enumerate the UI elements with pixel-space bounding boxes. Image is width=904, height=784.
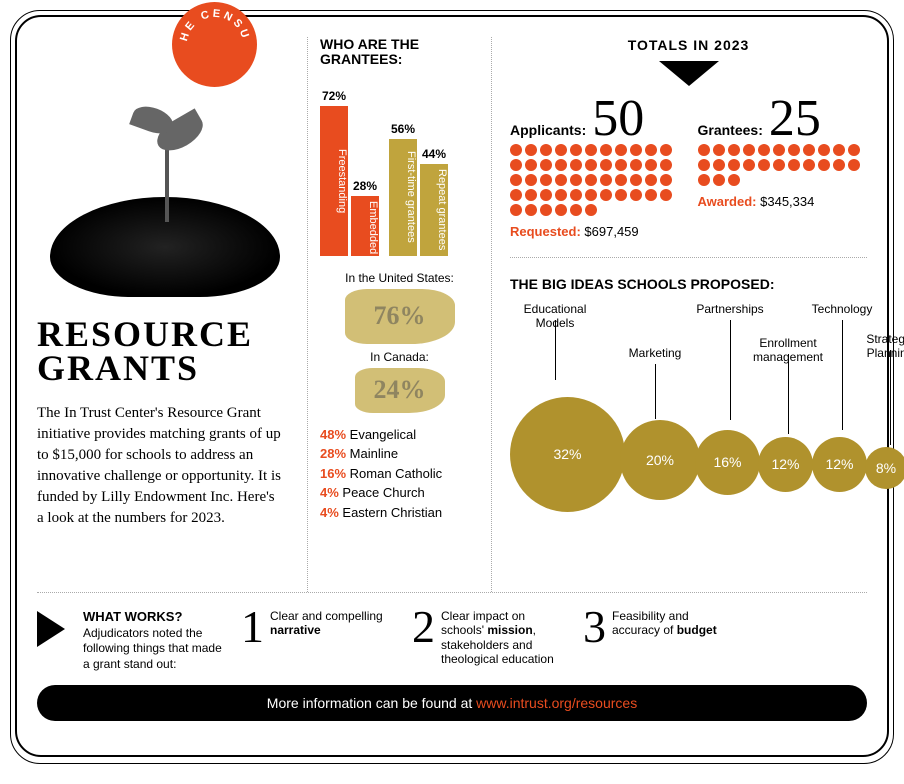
intro-text: The In Trust Center's Resource Grant ini… <box>37 403 292 529</box>
page-title: RESOURCE GRANTS <box>37 317 292 385</box>
bubble: 12% <box>758 437 813 492</box>
num-item: 1Clear and compelling narrative <box>241 609 390 667</box>
triangle-down-icon <box>659 61 719 86</box>
footer-bar: More information can be found at www.int… <box>37 685 867 721</box>
bar: Repeat grantees44% <box>420 164 448 256</box>
ca-map: 24% <box>355 368 445 413</box>
us-map: 76% <box>345 289 455 344</box>
footer-link[interactable]: www.intrust.org/resources <box>476 695 637 711</box>
requested-label: Requested: <box>510 224 581 239</box>
us-pct: 76% <box>374 301 426 331</box>
bubble: 16% <box>695 430 760 495</box>
geo-ca-label: In Canada: <box>320 350 479 364</box>
num-item: 2Clear impact on schools' mission, stake… <box>412 609 561 667</box>
bar-chart: Freestanding72%Embedded28% First-time gra… <box>320 76 479 256</box>
applicants-label: Applicants: <box>510 122 586 138</box>
ideas-heading: THE BIG IDEAS SCHOOLS PROPOSED: <box>510 276 867 292</box>
bar: Embedded28% <box>351 196 379 256</box>
bubble-label: Partnerships <box>690 302 770 316</box>
bubble: 20% <box>620 420 700 500</box>
bubble-label: Technology <box>802 302 882 316</box>
geo-us-label: In the United States: <box>320 271 479 285</box>
requested-value: $697,459 <box>584 224 638 239</box>
bubble-label: Strategic Planning <box>850 332 904 360</box>
numbered-list: 1Clear and compelling narrative 2Clear im… <box>241 609 867 667</box>
denom-row: 16% Roman Catholic <box>320 464 479 484</box>
grantees-dots <box>698 144 868 186</box>
plant-illustration <box>37 67 292 297</box>
applicants-dots <box>510 144 680 216</box>
denominations-list: 48% Evangelical28% Mainline16% Roman Cat… <box>320 425 479 523</box>
grantees-heading: WHO ARE THE GRANTEES: <box>320 37 479 68</box>
triangle-right-icon <box>37 611 65 647</box>
denom-row: 4% Peace Church <box>320 483 479 503</box>
grantees-label: Grantees: <box>698 122 763 138</box>
denom-row: 48% Evangelical <box>320 425 479 445</box>
bar: First-time grantees56% <box>389 139 417 256</box>
grantees-number: 25 <box>769 98 821 140</box>
denom-row: 28% Mainline <box>320 444 479 464</box>
what-works-text: WHAT WORKS? Adjudicators noted the follo… <box>83 609 223 673</box>
totals-heading: TOTALS IN 2023 <box>510 37 867 53</box>
num-item: 3Feasibility and accuracy of budget <box>583 609 732 667</box>
ca-pct: 24% <box>374 375 426 405</box>
bubble: 8% <box>865 447 904 489</box>
bubble-label: Marketing <box>615 346 695 360</box>
applicants-number: 50 <box>592 98 644 140</box>
denom-row: 4% Eastern Christian <box>320 503 479 523</box>
awarded-value: $345,334 <box>760 194 814 209</box>
svg-text:THE CENSUS: THE CENSUS <box>175 5 252 43</box>
bar: Freestanding72% <box>320 106 348 256</box>
bubble: 32% <box>510 397 625 512</box>
census-badge: THE CENSUS <box>172 2 257 87</box>
bubble-chart: 32%Educational Models20%Marketing16%Part… <box>510 302 867 522</box>
bubble: 12% <box>812 437 867 492</box>
awarded-label: Awarded: <box>698 194 757 209</box>
